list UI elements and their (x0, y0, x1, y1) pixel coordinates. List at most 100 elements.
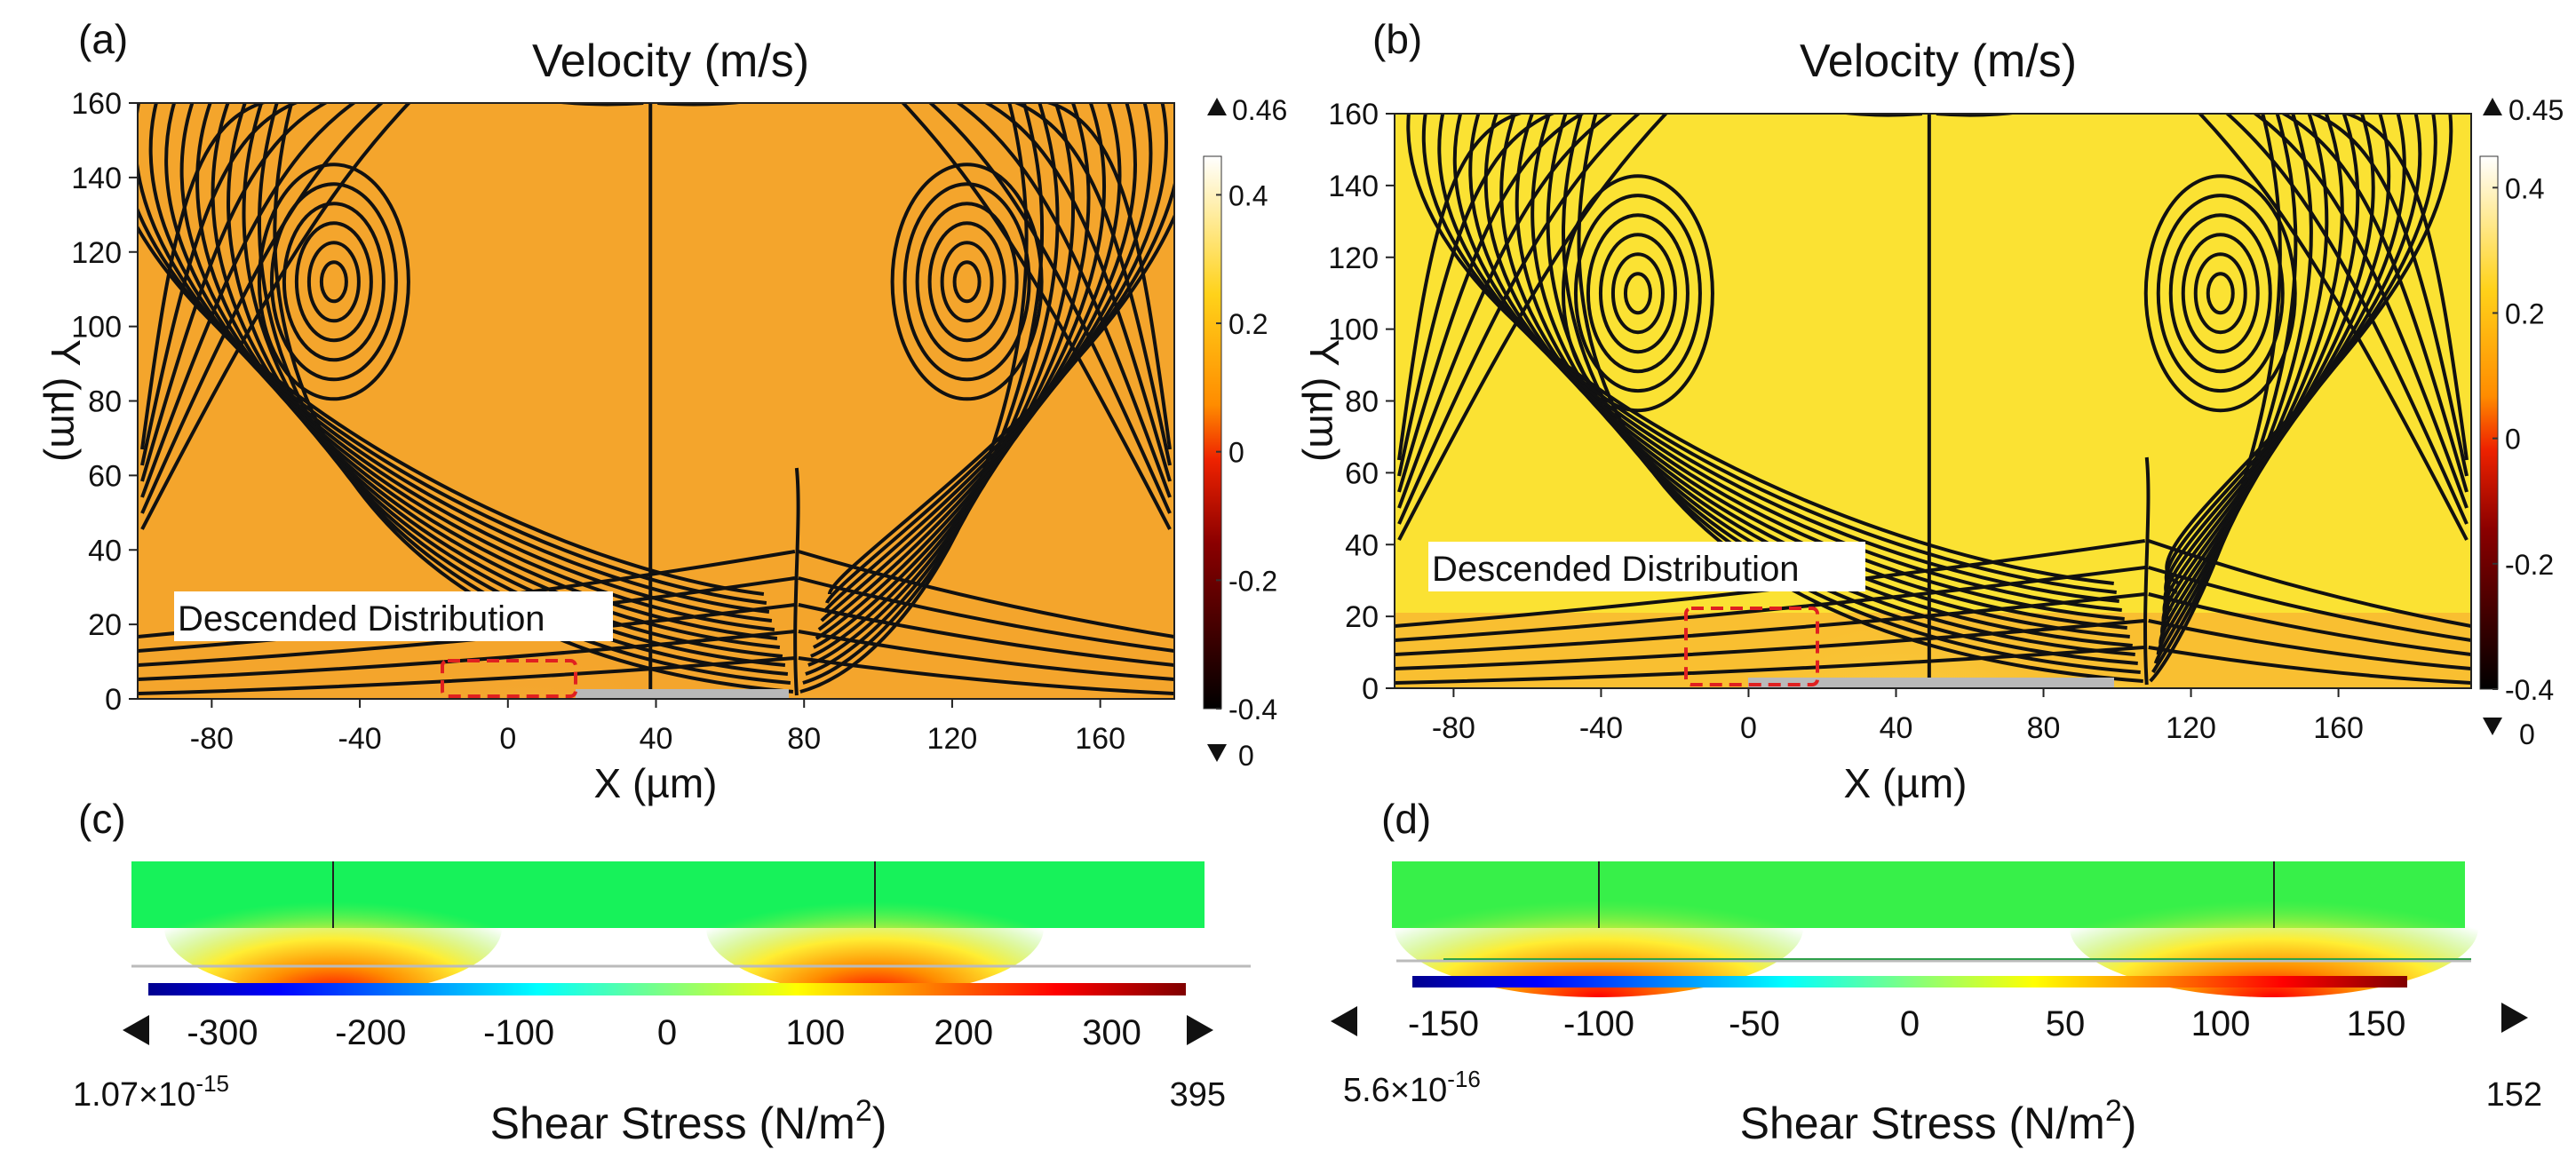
streamline (927, 221, 1006, 343)
panel-c-right-arrow (1187, 1015, 1213, 1045)
panel-d-colorbar-ticks: -150 -100 -50 0 50 100 150 (1408, 1004, 2405, 1043)
panel-c-title: Shear Stress (N/m2) (490, 1094, 887, 1148)
streamline (2224, 114, 2469, 525)
streamline (1598, 233, 1677, 354)
y-tick-label: 20 (1345, 600, 1379, 634)
panel-a-title: Velocity (m/s) (532, 36, 809, 87)
panel-c-colorbar (148, 983, 1186, 995)
colorbar-tick-label: 0.2 (2505, 297, 2544, 329)
streamline (195, 103, 781, 649)
y-tick-label: 60 (1345, 456, 1379, 490)
panel-d-right-arrow (2501, 1003, 2528, 1033)
y-tick-label: 100 (1328, 313, 1379, 347)
panel-c-label: (c) (78, 796, 126, 842)
streamline (138, 656, 796, 695)
streamline (890, 163, 1044, 401)
streamline (1948, 114, 2391, 621)
streamline (1397, 114, 1525, 461)
x-tick-label: 160 (2313, 711, 2364, 745)
streamline (670, 103, 1137, 631)
streamline (798, 603, 1174, 667)
x-tick-label: 80 (787, 722, 821, 756)
streamline (1397, 114, 1614, 509)
streamline (798, 576, 1174, 653)
y-tick-label: 40 (88, 534, 122, 567)
y-tick-label: 160 (1328, 98, 1379, 131)
streamline (1397, 114, 1642, 525)
streamline (1577, 114, 2143, 683)
streamline (242, 103, 789, 676)
panel-b-annotation-bg (1428, 542, 1865, 591)
colorbar-tick-label: -0.4 (1228, 694, 1277, 726)
y-tick-label: 140 (1328, 170, 1379, 203)
streamline (2341, 114, 2469, 461)
panel-b-min-arrow (2483, 718, 2502, 735)
colorbar-tick-label: 200 (934, 1013, 993, 1052)
streamline (657, 103, 1029, 694)
streamline (164, 103, 775, 631)
streamline (2252, 114, 2469, 509)
panel-b-max-arrow (2483, 98, 2502, 115)
panel-a-colorbar-min: 0 (1238, 740, 1254, 772)
streamline (282, 202, 386, 362)
streamline (140, 103, 412, 530)
streamline (663, 103, 1075, 667)
x-tick-label: 40 (1880, 711, 1913, 745)
panel-c-min-value: 1.07×10-15 (73, 1070, 229, 1114)
panel-d-colorbar (1412, 976, 2407, 987)
streamline (927, 103, 1172, 514)
streamline (1939, 114, 2313, 664)
streamline (1406, 114, 2114, 585)
x-tick-label: 160 (1075, 722, 1125, 756)
panel-b-highlight-box (1684, 607, 1819, 686)
colorbar-tick-label: -100 (1563, 1004, 1634, 1043)
streamline (1012, 103, 1172, 466)
streamline (1421, 114, 2117, 594)
colorbar-tick-label: -200 (335, 1013, 406, 1052)
streamline (664, 103, 1091, 658)
streamline (2143, 456, 2151, 686)
colorbar-tick-label: 300 (1082, 1013, 1141, 1052)
panel-c-left-arrow (123, 1015, 149, 1045)
y-tick-label: 80 (1345, 385, 1379, 419)
panel-a-axes: -80 -40 0 40 80 120 160 0 20 40 60 80 100 120 140 160 (71, 87, 1125, 756)
panel-a-annotation-bg (174, 591, 613, 641)
streamline (1437, 114, 2119, 603)
streamline (900, 103, 1172, 530)
panel-d-min-value: 5.6×10-16 (1343, 1066, 1481, 1109)
panel-a: (a) Velocity (m/s) -80 -40 0 40 80 120 160 0 20 4… (43, 16, 1287, 806)
streamline (1452, 114, 2122, 612)
streamline (798, 630, 1174, 681)
panel-b-title: Velocity (m/s) (1800, 36, 2077, 87)
panel-b-plot (1395, 114, 2471, 688)
streamline (1397, 114, 1586, 493)
colorbar-tick-label: 0.4 (2505, 172, 2544, 204)
colorbar-tick-label: 0 (657, 1013, 677, 1052)
colorbar-tick-label: 0.4 (1228, 179, 1268, 211)
streamline (1397, 114, 1557, 477)
streamline (1623, 272, 1652, 315)
panel-b-ylabel: Y (µm) (1301, 339, 1348, 462)
panel-a-streamlines (138, 103, 1174, 699)
x-tick-label: -40 (338, 722, 382, 756)
panel-a-label: (a) (78, 16, 128, 62)
streamline (1941, 114, 2329, 655)
streamline (1955, 114, 2453, 585)
panel-d-title: Shear Stress (N/m2) (1740, 1094, 2137, 1148)
x-tick-label: 0 (499, 722, 516, 756)
streamline (138, 630, 796, 681)
streamline (1944, 114, 2360, 638)
streamline (2193, 252, 2247, 335)
y-tick-label: 120 (1328, 242, 1379, 275)
x-tick-label: 40 (640, 722, 673, 756)
panel-b-colorbar-max: 0.45 (2508, 94, 2564, 126)
colorbar-tick-label: 150 (2347, 1004, 2406, 1043)
streamline (1946, 114, 2375, 630)
streamline (2148, 619, 2471, 670)
x-tick-label: -80 (190, 722, 234, 756)
streamline (2181, 233, 2260, 354)
streamline (672, 103, 1153, 623)
colorbar-tick-label: -300 (187, 1013, 258, 1052)
colorbar-tick-label: 0 (1900, 1004, 1920, 1043)
